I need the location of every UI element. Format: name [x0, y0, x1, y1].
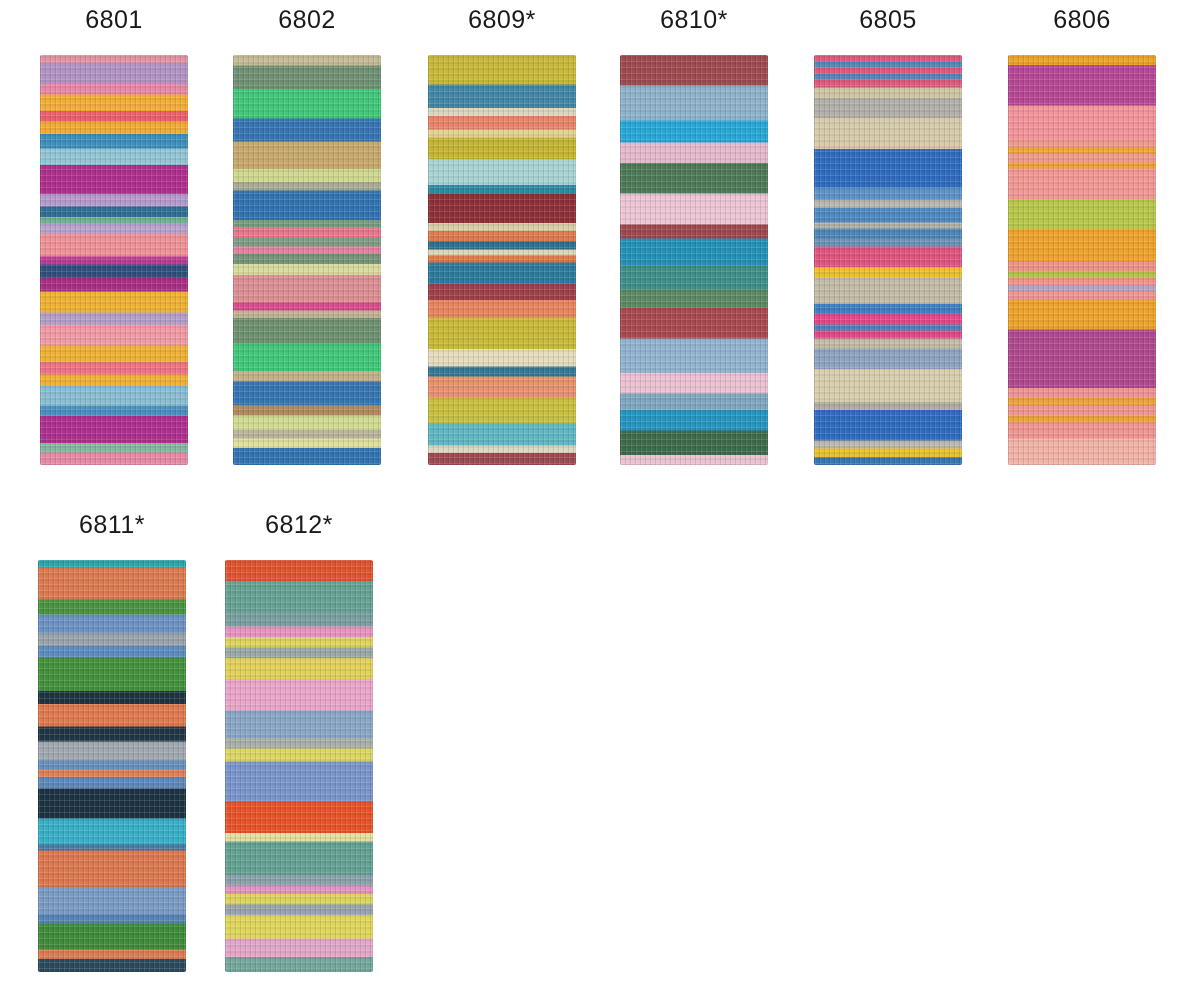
swatch-label: 6805 [859, 6, 917, 34]
swatch-photo [225, 560, 373, 972]
swatch-card-6810: 6810* [620, 0, 768, 465]
swatch-label: 6809* [468, 6, 536, 34]
swatch-photo [40, 55, 188, 465]
swatch-card-6811: 6811* [38, 505, 186, 972]
swatch-card-6805: 6805 [814, 0, 962, 465]
swatch-label: 6801 [85, 6, 143, 34]
swatch-label: 6806 [1053, 6, 1111, 34]
swatch-label: 6811* [79, 511, 145, 539]
swatch-photo [814, 55, 962, 465]
swatch-label: 6812* [265, 511, 333, 539]
swatch-label: 6802 [278, 6, 336, 34]
swatch-photo [620, 55, 768, 465]
swatch-card-6806: 6806 [1008, 0, 1156, 465]
swatch-card-6801: 6801 [40, 0, 188, 465]
swatch-card-6802: 6802 [233, 0, 381, 465]
swatch-card-6809: 6809* [428, 0, 576, 465]
swatch-photo [428, 55, 576, 465]
swatch-photo [233, 55, 381, 465]
swatch-card-6812: 6812* [225, 505, 373, 972]
swatch-label: 6810* [660, 6, 728, 34]
swatch-photo [1008, 55, 1156, 465]
swatch-photo [38, 560, 186, 972]
